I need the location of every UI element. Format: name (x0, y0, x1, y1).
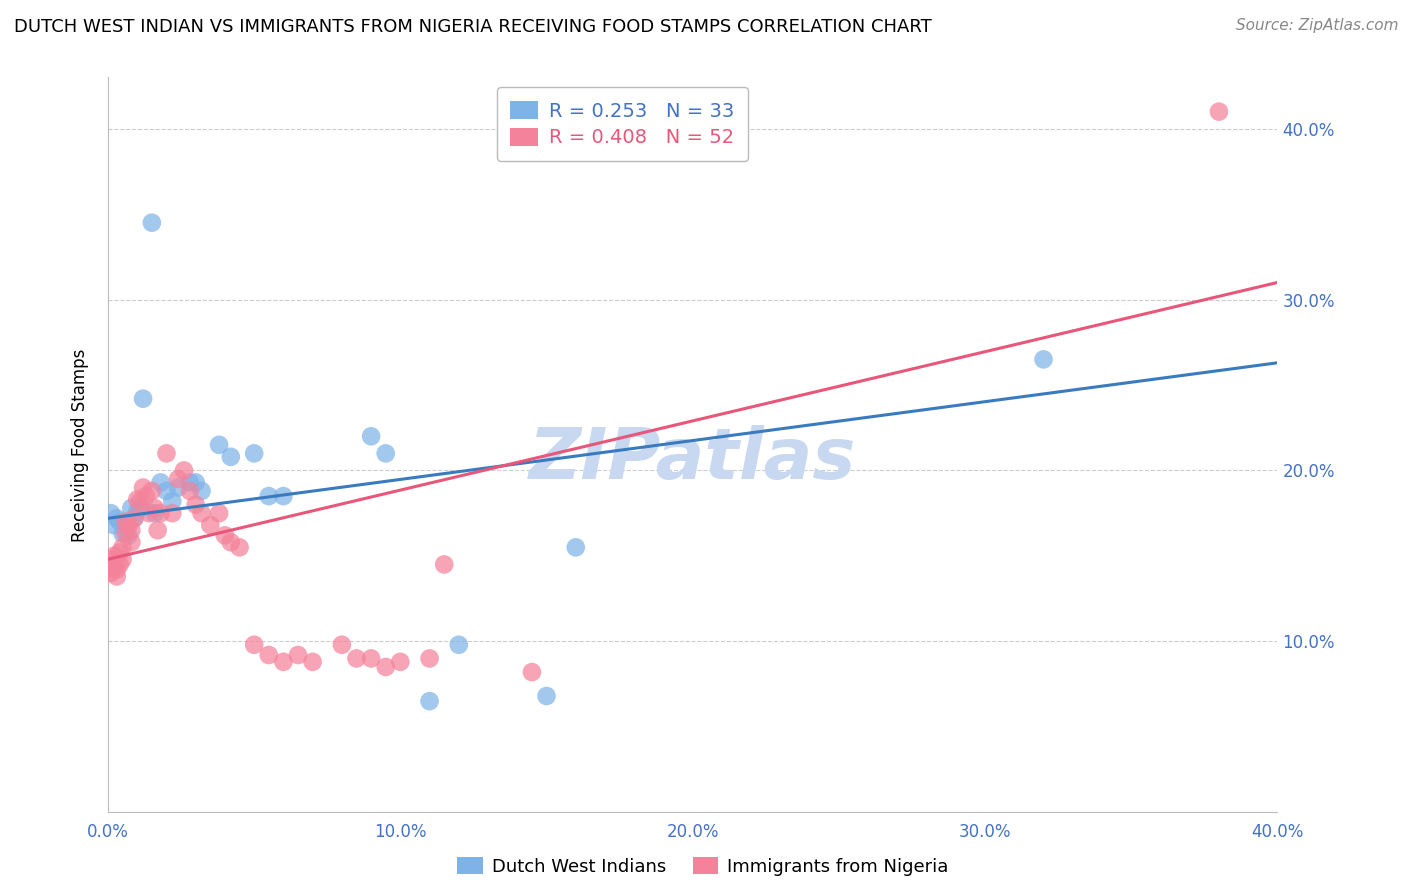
Point (146, 523, 169, 537)
Point (124, 511, 146, 525)
Point (536, 689, 558, 703)
Point (360, 429, 382, 443)
Point (100, 506, 122, 520)
Point (105, 563, 128, 577)
Point (114, 518, 136, 533)
Point (564, 541, 586, 555)
Point (111, 526, 134, 541)
Point (117, 518, 139, 533)
Point (155, 483, 177, 498)
Point (273, 655, 295, 669)
Point (117, 528, 139, 542)
Point (138, 506, 160, 520)
Point (208, 506, 231, 520)
Text: DUTCH WEST INDIAN VS IMMIGRANTS FROM NIGERIA RECEIVING FOOD STAMPS CORRELATION C: DUTCH WEST INDIAN VS IMMIGRANTS FROM NIG… (14, 18, 932, 36)
Point (287, 648, 309, 662)
Legend: R = 0.253   N = 33, R = 0.408   N = 52: R = 0.253 N = 33, R = 0.408 N = 52 (496, 87, 748, 161)
Point (419, 651, 441, 665)
Point (120, 535, 142, 549)
Point (103, 549, 125, 563)
Point (389, 655, 412, 669)
Point (257, 648, 280, 662)
Point (127, 492, 149, 507)
Legend: Dutch West Indians, Immigrants from Nigeria: Dutch West Indians, Immigrants from Nige… (450, 850, 956, 883)
Text: ZIPatlas: ZIPatlas (529, 425, 856, 494)
Point (219, 450, 242, 464)
Point (447, 638, 470, 652)
Point (143, 501, 166, 516)
Point (129, 501, 152, 516)
Point (103, 558, 125, 572)
Point (108, 545, 131, 559)
Point (162, 494, 184, 508)
Point (132, 392, 155, 406)
Point (167, 472, 190, 486)
Point (108, 515, 131, 529)
Point (127, 504, 149, 518)
Point (141, 483, 163, 498)
Point (179, 475, 201, 490)
Point (433, 558, 456, 572)
Y-axis label: Receiving Food Stamps: Receiving Food Stamps (72, 348, 89, 541)
Point (1208, 104, 1230, 119)
Point (179, 483, 201, 498)
Point (100, 566, 122, 580)
Point (162, 506, 184, 520)
Point (190, 483, 212, 498)
Point (132, 481, 155, 495)
Point (149, 475, 172, 490)
Point (1032, 352, 1054, 367)
Point (273, 489, 295, 503)
Point (346, 651, 368, 665)
Point (228, 541, 250, 555)
Point (243, 446, 266, 460)
Point (184, 475, 207, 490)
Point (257, 489, 280, 503)
Point (167, 481, 190, 495)
Point (374, 660, 396, 674)
Point (330, 638, 353, 652)
Point (105, 569, 128, 583)
Point (129, 494, 152, 508)
Point (419, 694, 441, 708)
Point (184, 498, 207, 512)
Point (219, 535, 242, 549)
Point (301, 655, 323, 669)
Point (214, 528, 236, 542)
Point (173, 463, 195, 477)
Point (374, 446, 396, 460)
Point (141, 216, 163, 230)
Point (520, 665, 543, 679)
Point (120, 501, 142, 516)
Point (111, 552, 134, 566)
Text: Source: ZipAtlas.com: Source: ZipAtlas.com (1236, 18, 1399, 33)
Point (120, 523, 142, 537)
Point (114, 526, 136, 541)
Point (114, 515, 136, 529)
Point (243, 638, 266, 652)
Point (135, 489, 157, 503)
Point (200, 518, 222, 533)
Point (208, 438, 231, 452)
Point (108, 558, 131, 572)
Point (103, 518, 125, 533)
Point (149, 506, 172, 520)
Point (124, 511, 146, 525)
Point (100, 561, 122, 575)
Point (105, 511, 128, 525)
Point (100, 552, 122, 566)
Point (155, 446, 177, 460)
Point (111, 541, 134, 555)
Point (143, 506, 166, 520)
Point (190, 506, 212, 520)
Point (360, 651, 382, 665)
